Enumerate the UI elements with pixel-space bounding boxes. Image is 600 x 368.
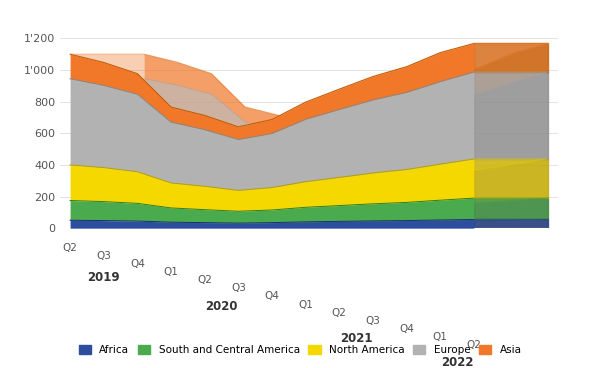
Text: Q1: Q1: [433, 332, 448, 342]
Text: Q2: Q2: [332, 308, 347, 318]
Polygon shape: [70, 198, 548, 211]
Polygon shape: [474, 43, 548, 72]
Text: 2022: 2022: [441, 356, 473, 368]
Polygon shape: [70, 219, 548, 223]
Text: Q4: Q4: [265, 291, 280, 301]
Polygon shape: [70, 43, 548, 127]
Text: Q2: Q2: [197, 275, 212, 285]
Text: Q2: Q2: [466, 340, 481, 350]
Text: Q3: Q3: [365, 316, 380, 326]
Text: 2021: 2021: [340, 332, 373, 345]
Text: 2019: 2019: [88, 271, 120, 284]
Polygon shape: [474, 198, 548, 219]
Text: Q3: Q3: [97, 251, 111, 261]
Text: Q4: Q4: [130, 259, 145, 269]
Text: Q4: Q4: [399, 324, 414, 334]
Text: Q1: Q1: [298, 300, 313, 309]
Text: Q1: Q1: [164, 267, 178, 277]
Polygon shape: [474, 159, 548, 198]
Polygon shape: [70, 159, 548, 190]
Text: 2020: 2020: [205, 300, 238, 312]
Polygon shape: [474, 72, 548, 159]
Legend: Africa, South and Central America, North America, Europe, Asia: Africa, South and Central America, North…: [74, 341, 526, 359]
Text: Q3: Q3: [231, 283, 246, 293]
Polygon shape: [70, 72, 548, 139]
Text: Q2: Q2: [62, 243, 77, 253]
Polygon shape: [474, 219, 548, 228]
